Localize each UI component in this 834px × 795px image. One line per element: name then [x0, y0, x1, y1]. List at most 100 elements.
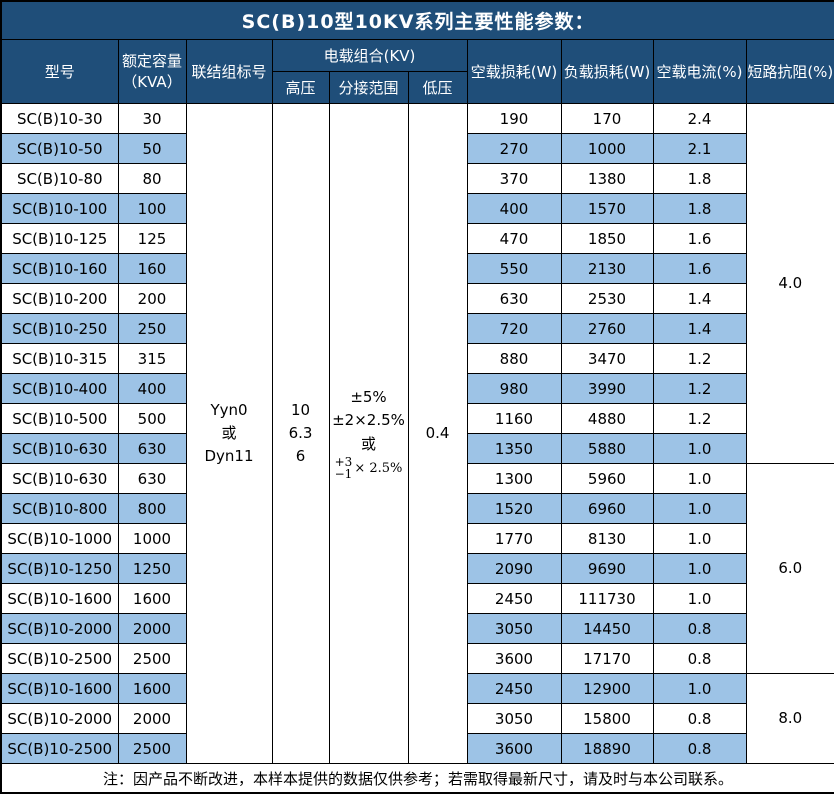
- connection-line3: Dyn11: [204, 447, 254, 466]
- no-load-loss-cell: 1160: [466, 403, 562, 434]
- capacity-header-line2: （KVA）: [122, 72, 182, 91]
- capacity-cell: 800: [117, 493, 187, 524]
- no-load-loss-cell: 3600: [466, 643, 562, 674]
- tap-line3: 或: [360, 434, 376, 453]
- col-header-lv: 低压: [407, 71, 468, 104]
- no-load-loss-cell: 270: [466, 133, 562, 164]
- col-header-no-load-loss: 空载损耗(W): [466, 39, 562, 104]
- capacity-cell: 50: [117, 133, 187, 164]
- impedance-cell: 4.0: [745, 103, 834, 464]
- model-cell: SC(B)10-2500: [0, 733, 119, 764]
- load-loss-cell: 170: [560, 103, 654, 134]
- no-load-loss-cell: 3050: [466, 613, 562, 644]
- no-load-loss-cell: 400: [466, 193, 562, 224]
- table-row: SC(B)10-800 800 1520 6960 1.0: [0, 493, 834, 524]
- no-load-current-cell: 0.8: [652, 643, 747, 674]
- no-load-loss-cell: 550: [466, 253, 562, 284]
- capacity-cell: 2500: [117, 733, 187, 764]
- no-load-current-cell: 1.6: [652, 223, 747, 254]
- lv-cell: 0.4: [407, 103, 468, 764]
- load-loss-cell: 2130: [560, 253, 654, 284]
- no-load-loss-cell: 1770: [466, 523, 562, 554]
- tap-fraction: +3 −1 × 2.5%: [330, 456, 407, 481]
- no-load-loss-cell: 720: [466, 313, 562, 344]
- model-cell: SC(B)10-80: [0, 163, 119, 194]
- load-loss-cell: 8130: [560, 523, 654, 554]
- capacity-cell: 630: [117, 463, 187, 494]
- impedance-cell: 8.0: [745, 673, 834, 764]
- table-row: SC(B)10-30 30 Yyn0 或 Dyn11 10 6.3 6 ±5% …: [0, 103, 834, 764]
- load-loss-cell: 4880: [560, 403, 654, 434]
- load-loss-cell: 111730: [560, 583, 654, 614]
- model-cell: SC(B)10-630: [0, 433, 119, 464]
- col-header-impedance: 短路抗阻(%): [745, 39, 834, 104]
- no-load-current-cell: 0.8: [652, 613, 747, 644]
- no-load-current-cell: 1.8: [652, 163, 747, 194]
- load-loss-cell: 3470: [560, 343, 654, 374]
- capacity-cell: 80: [117, 163, 187, 194]
- no-load-current-cell: 1.0: [652, 553, 747, 584]
- model-cell: SC(B)10-1250: [0, 553, 119, 584]
- model-cell: SC(B)10-400: [0, 373, 119, 404]
- table-row: SC(B)10-2500 2500 3600 17170 0.8: [0, 643, 834, 674]
- model-cell: SC(B)10-250: [0, 313, 119, 344]
- connection-line1: Yyn0: [210, 400, 248, 419]
- no-load-current-cell: 1.2: [652, 403, 747, 434]
- model-cell: SC(B)10-1000: [0, 523, 119, 554]
- capacity-header-line1: 额定容量: [121, 52, 182, 71]
- hv-line3: 6: [295, 447, 306, 466]
- col-header-capacity: 额定容量 （KVA）: [117, 39, 187, 104]
- model-cell: SC(B)10-160: [0, 253, 119, 284]
- no-load-loss-cell: 470: [466, 223, 562, 254]
- capacity-cell: 100: [117, 193, 187, 224]
- tap-line2: ±2×2.5%: [332, 411, 405, 430]
- table-row: SC(B)10-2500 2500 3600 18890 0.8: [0, 733, 834, 764]
- no-load-current-cell: 1.0: [652, 433, 747, 464]
- load-loss-cell: 5880: [560, 433, 654, 464]
- table-row: SC(B)10-1000 1000 1770 8130 1.0: [0, 523, 834, 554]
- model-cell: SC(B)10-800: [0, 493, 119, 524]
- tap-fraction-stack: +3 −1: [335, 456, 353, 481]
- no-load-loss-cell: 1350: [466, 433, 562, 464]
- load-loss-cell: 12900: [560, 673, 654, 704]
- tap-fraction-top: +3: [334, 454, 353, 469]
- capacity-cell: 200: [117, 283, 187, 314]
- no-load-loss-cell: 2450: [466, 583, 562, 614]
- no-load-current-cell: 1.0: [652, 493, 747, 524]
- page-title: SC(B)10型10KV系列主要性能参数：: [0, 0, 834, 40]
- load-loss-cell: 2530: [560, 283, 654, 314]
- col-header-load-loss: 负载损耗(W): [560, 39, 654, 104]
- model-cell: SC(B)10-50: [0, 133, 119, 164]
- no-load-current-cell: 1.2: [652, 373, 747, 404]
- capacity-cell: 125: [117, 223, 187, 254]
- load-loss-cell: 1000: [560, 133, 654, 164]
- table-row: SC(B)10-400 400 980 3990 1.2: [0, 373, 834, 404]
- capacity-cell: 2500: [117, 643, 187, 674]
- load-loss-cell: 1850: [560, 223, 654, 254]
- capacity-cell: 250: [117, 313, 187, 344]
- model-cell: SC(B)10-30: [0, 103, 119, 134]
- no-load-current-cell: 1.8: [652, 193, 747, 224]
- impedance-cell: 6.0: [745, 463, 834, 674]
- header-row-1: 型号 额定容量 （KVA） 联结组标号 电载组合(KV) 空载损耗(W) 负载损…: [0, 39, 834, 104]
- table-row: SC(B)10-1250 1250 2090 9690 1.0: [0, 553, 834, 584]
- capacity-cell: 1250: [117, 553, 187, 584]
- load-loss-cell: 18890: [560, 733, 654, 764]
- model-cell: SC(B)10-315: [0, 343, 119, 374]
- no-load-current-cell: 1.2: [652, 343, 747, 374]
- hv-cell: 10 6.3 6: [271, 103, 330, 764]
- load-loss-cell: 9690: [560, 553, 654, 584]
- no-load-current-cell: 2.4: [652, 103, 747, 134]
- capacity-cell: 1600: [117, 673, 187, 704]
- no-load-current-cell: 1.4: [652, 313, 747, 344]
- tap-range-cell: ±5% ±2×2.5% 或 +3 −1 × 2.5%: [328, 103, 409, 764]
- no-load-loss-cell: 370: [466, 163, 562, 194]
- model-cell: SC(B)10-630: [0, 463, 119, 494]
- no-load-current-cell: 1.0: [652, 523, 747, 554]
- table-row: SC(B)10-1600 1600 2450 12900 1.0 8.0: [0, 673, 834, 764]
- tap-line1: ±5%: [350, 388, 387, 407]
- no-load-current-cell: 1.0: [652, 583, 747, 614]
- table-row: SC(B)10-630 630 1350 5880 1.0: [0, 433, 834, 464]
- col-header-voltage-group: 电载组合(KV): [271, 39, 468, 72]
- model-cell: SC(B)10-2000: [0, 613, 119, 644]
